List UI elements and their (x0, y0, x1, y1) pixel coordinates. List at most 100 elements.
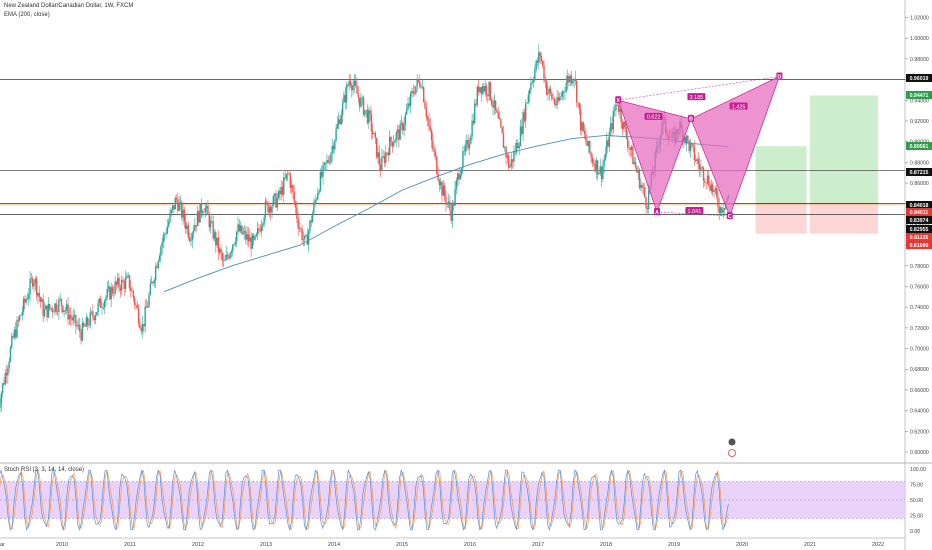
candle-body (123, 281, 125, 289)
candle-body (136, 305, 139, 309)
target-zone (755, 146, 807, 204)
candle-body (267, 202, 269, 213)
candle-body (627, 137, 629, 147)
candle-body (708, 175, 710, 186)
candle-body (381, 156, 383, 171)
pattern-ratio-label: 1.425 (732, 104, 746, 110)
time-tick-label: 2010 (56, 542, 68, 548)
candle-body (600, 166, 603, 180)
candle-body (145, 306, 148, 308)
price-tick-label: 0.66000 (910, 388, 929, 394)
candle-body (551, 93, 553, 99)
candle-body (183, 209, 186, 222)
candle-body (3, 383, 5, 385)
price-badge (906, 233, 932, 241)
candle-body (151, 281, 153, 284)
candle-body (570, 75, 573, 84)
candle-body (225, 254, 227, 260)
candle-body (246, 234, 248, 240)
candle-body (111, 287, 114, 294)
candle-body (101, 307, 103, 309)
candle-body (542, 60, 544, 66)
price-badge (906, 74, 932, 82)
pattern-point-badge (726, 212, 733, 220)
pattern-ratio-label: 0.822 (647, 115, 661, 121)
candle-body (595, 160, 598, 172)
candle-body (317, 193, 319, 200)
candle-body (276, 198, 278, 208)
candle-body (100, 298, 102, 308)
candle-body (593, 162, 595, 165)
candle-body (16, 319, 18, 338)
candle-body (390, 136, 392, 142)
candle-body (338, 119, 340, 124)
candle-body (436, 156, 438, 174)
candle-body (63, 310, 65, 313)
candle-body (719, 207, 722, 213)
price-tick-label: 0.72000 (910, 326, 929, 332)
candle-body (319, 172, 322, 191)
candle-body (164, 234, 166, 235)
price-badge (906, 201, 932, 209)
candle-body (640, 184, 642, 189)
time-tick-label: 2014 (328, 542, 340, 548)
candle-body (170, 209, 173, 214)
time-tick-label: 2017 (532, 542, 544, 548)
candle-body (358, 97, 361, 107)
candle-body (527, 94, 530, 103)
candle-body (271, 205, 273, 213)
candle-body (513, 150, 515, 162)
candle-body (467, 140, 469, 149)
candle-body (705, 182, 707, 184)
candle-body (687, 135, 689, 141)
candle-body (621, 122, 624, 129)
candle-body (560, 96, 562, 98)
candle-body (608, 132, 611, 147)
candle-body (557, 97, 560, 101)
candle-body (25, 299, 27, 303)
candle-body (446, 203, 448, 205)
candle-body (131, 291, 133, 292)
candle-body (64, 310, 67, 311)
candle-body (113, 293, 115, 294)
price-tick-label: 0.68000 (910, 367, 929, 373)
candle-body (281, 186, 284, 195)
candle-body (177, 199, 179, 211)
candle-body (488, 82, 490, 97)
candle-body (143, 323, 145, 327)
candle-body (84, 326, 86, 327)
candle-body (459, 174, 462, 180)
candle-body (253, 235, 255, 240)
candle-body (394, 140, 396, 143)
price-tick-label: 0.88000 (910, 160, 929, 166)
candle-body (641, 184, 643, 188)
candle-body (255, 233, 258, 237)
oscillator-legend: Stoch RSI (3, 3, 14, 14, close) (4, 467, 85, 473)
candle-body (115, 281, 118, 285)
candle-body (76, 326, 78, 327)
candle-body (179, 201, 182, 203)
candle-body (402, 122, 404, 131)
candle-body (69, 315, 72, 318)
candle-body (162, 234, 165, 243)
candle-body (564, 91, 566, 93)
time-tick-label: 2022 (872, 542, 884, 548)
candle-body (161, 242, 163, 247)
candle-body (66, 304, 68, 311)
price-badge-label: 0.81099 (910, 243, 929, 249)
candle-body (576, 80, 578, 103)
candle-body (203, 211, 205, 213)
candle-body (430, 129, 433, 141)
candle-body (552, 98, 554, 100)
candle-body (68, 315, 71, 320)
candle-body (433, 149, 435, 152)
pattern-point-badge (688, 114, 694, 122)
candle-body (250, 237, 252, 249)
candle-body (485, 85, 488, 96)
candle-body (526, 102, 528, 104)
candle-body (714, 188, 717, 191)
candle-body (222, 259, 225, 261)
candle-body (561, 91, 564, 97)
candle-body (612, 111, 615, 130)
